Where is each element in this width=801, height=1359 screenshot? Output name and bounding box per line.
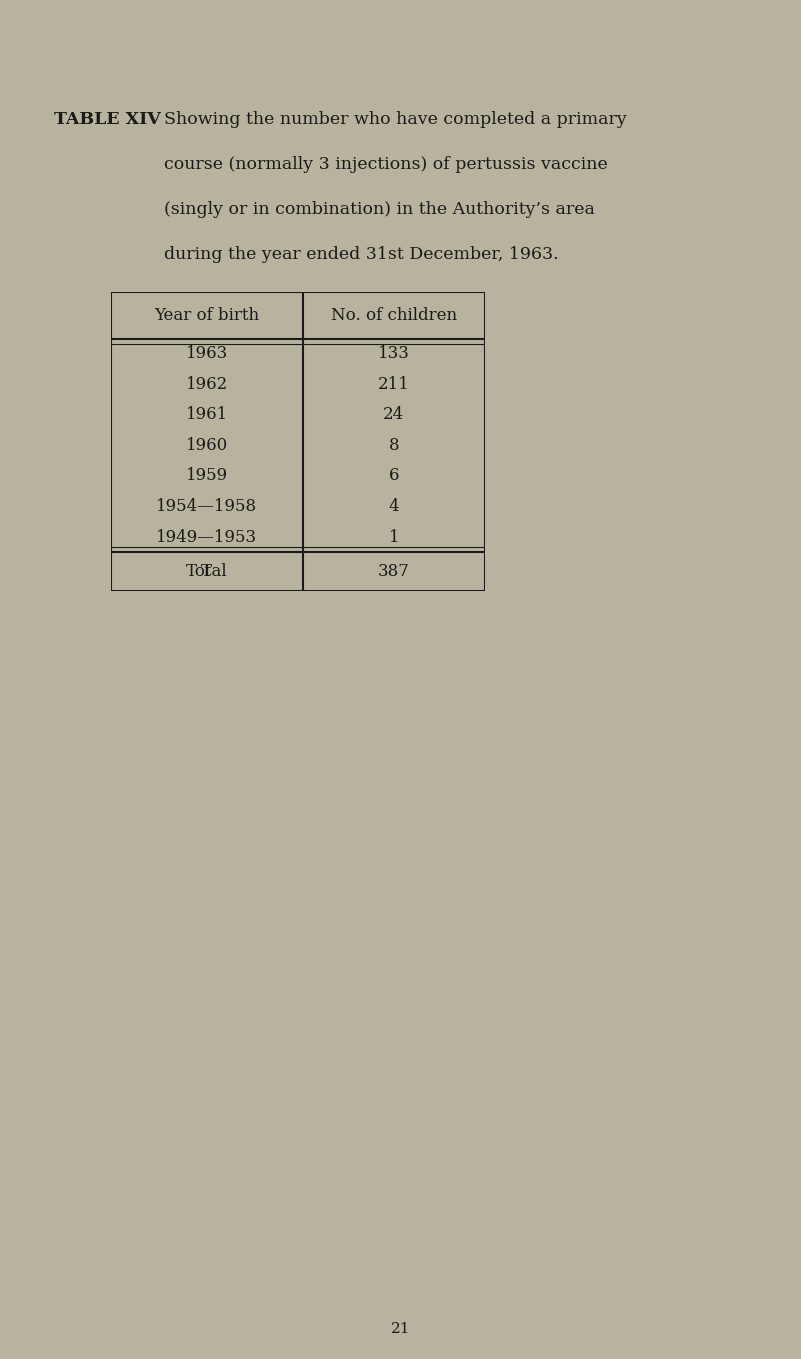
Text: 1: 1 <box>388 529 399 545</box>
Text: 8: 8 <box>388 436 399 454</box>
Text: 211: 211 <box>378 376 410 393</box>
Text: 24: 24 <box>383 406 405 424</box>
Text: course (normally 3 injections) of pertussis vaccine: course (normally 3 injections) of pertus… <box>164 156 608 174</box>
Text: 387: 387 <box>378 563 410 580</box>
Text: 21: 21 <box>391 1322 410 1336</box>
Text: 133: 133 <box>378 345 410 363</box>
Text: Total: Total <box>186 563 227 580</box>
Text: 4: 4 <box>388 497 399 515</box>
Text: during the year ended 31st December, 1963.: during the year ended 31st December, 196… <box>164 246 559 264</box>
Text: TABLE XIV: TABLE XIV <box>54 111 161 129</box>
Text: Showing the number who have completed a primary: Showing the number who have completed a … <box>164 111 627 129</box>
Text: 1959: 1959 <box>186 467 228 484</box>
Text: 1949—1953: 1949—1953 <box>156 529 257 545</box>
Text: Year of birth: Year of birth <box>155 307 260 323</box>
Text: T: T <box>201 563 212 580</box>
Text: 6: 6 <box>388 467 399 484</box>
Text: 1961: 1961 <box>186 406 228 424</box>
Text: 1962: 1962 <box>186 376 228 393</box>
Text: 1963: 1963 <box>186 345 228 363</box>
Text: 1960: 1960 <box>186 436 228 454</box>
Text: 1954—1958: 1954—1958 <box>156 497 257 515</box>
Text: (singly or in combination) in the Authority’s area: (singly or in combination) in the Author… <box>164 201 595 219</box>
Text: No. of children: No. of children <box>331 307 457 323</box>
